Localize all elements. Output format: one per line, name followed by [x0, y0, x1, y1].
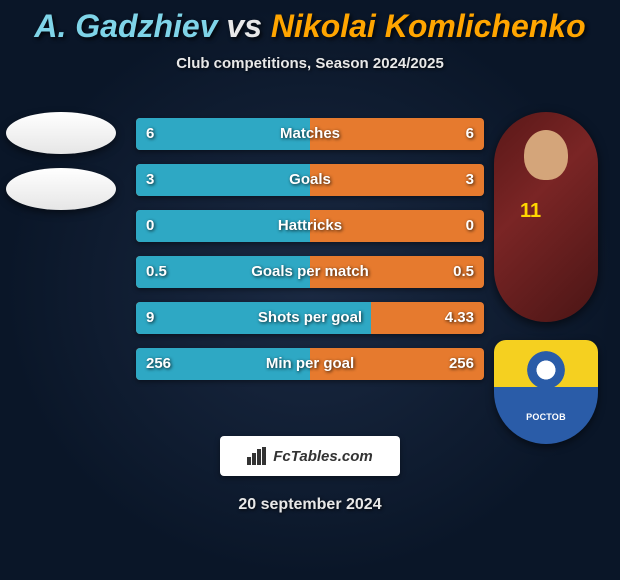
- metric-row: 0.5Goals per match0.5: [136, 256, 484, 288]
- player2-photo: [494, 112, 598, 322]
- metric-label: Min per goal: [136, 348, 484, 380]
- metric-right-value: 0: [466, 210, 474, 242]
- metric-right-value: 4.33: [445, 302, 474, 334]
- player1-club-placeholder: [6, 168, 116, 210]
- club-shield-icon: РОСТОВ: [494, 340, 598, 444]
- metric-row: 9Shots per goal4.33: [136, 302, 484, 334]
- logo-bars-icon: [247, 447, 269, 465]
- metric-right-value: 6: [466, 118, 474, 150]
- metric-row: 6Matches6: [136, 118, 484, 150]
- metric-right-value: 256: [449, 348, 474, 380]
- player1-name: A. Gadzhiev: [34, 8, 217, 44]
- metric-row: 256Min per goal256: [136, 348, 484, 380]
- comparison-card: A. Gadzhiev vs Nikolai Komlichenko Club …: [0, 0, 620, 580]
- player2-name: Nikolai Komlichenko: [271, 8, 586, 44]
- metric-label: Matches: [136, 118, 484, 150]
- footer-date: 20 september 2024: [0, 496, 620, 514]
- player1-avatar-placeholder: [6, 112, 116, 154]
- metric-bars: 6Matches6 3Goals3 0Hattricks0 0.5Goals per …: [136, 118, 484, 394]
- metric-right-value: 0.5: [453, 256, 474, 288]
- right-avatar-column: РОСТОВ: [494, 112, 604, 444]
- fctables-logo: FcTables.com: [220, 436, 400, 476]
- metric-label: Goals per match: [136, 256, 484, 288]
- metric-right-value: 3: [466, 164, 474, 196]
- player2-club-badge: РОСТОВ: [494, 340, 598, 444]
- headline: A. Gadzhiev vs Nikolai Komlichenko: [0, 0, 620, 45]
- club-ribbon-text: РОСТОВ: [526, 412, 566, 422]
- metric-label: Shots per goal: [136, 302, 484, 334]
- vs-label: vs: [226, 8, 262, 44]
- subtitle: Club competitions, Season 2024/2025: [0, 55, 620, 72]
- metric-row: 0Hattricks0: [136, 210, 484, 242]
- metric-label: Goals: [136, 164, 484, 196]
- metric-row: 3Goals3: [136, 164, 484, 196]
- logo-text: FcTables.com: [273, 448, 372, 465]
- metric-label: Hattricks: [136, 210, 484, 242]
- left-avatar-column: [6, 112, 116, 224]
